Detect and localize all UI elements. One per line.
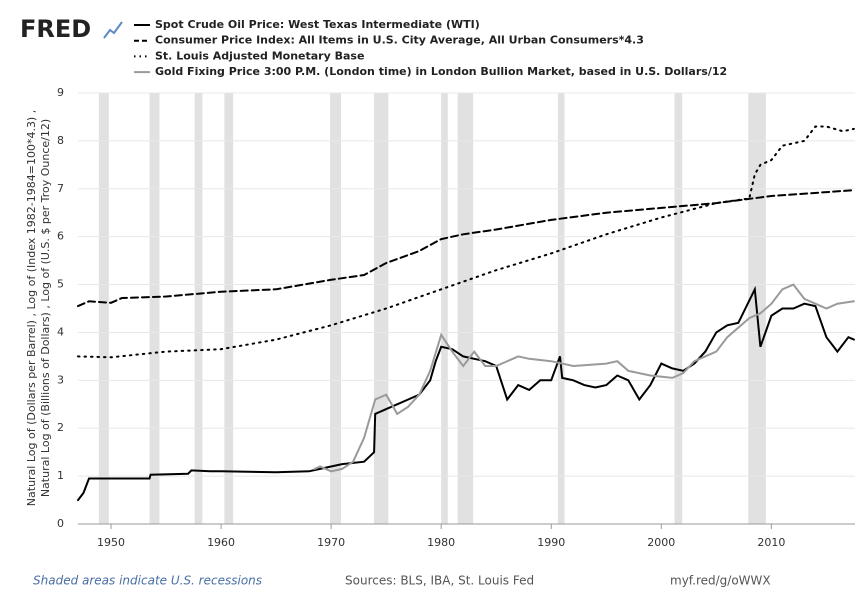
legend-label: Consumer Price Index: All Items in U.S. …: [155, 34, 644, 47]
y-tick-label: 2: [57, 421, 64, 434]
legend-label: St. Louis Adjusted Monetary Base: [155, 49, 364, 62]
series-line: [77, 189, 855, 308]
y-tick-label: 4: [57, 325, 64, 338]
recession-band: [557, 93, 565, 524]
recession-band: [374, 93, 389, 524]
x-tick-label: 1980: [427, 536, 455, 549]
y-tick-label: 0: [57, 517, 64, 530]
series-line: [77, 285, 855, 502]
logo-icon: [103, 21, 123, 39]
y-tick-label: 9: [57, 86, 64, 99]
x-tick-label: 2010: [757, 536, 785, 549]
y-tick-label: 5: [57, 278, 64, 291]
recession-band: [149, 93, 160, 524]
recession-band: [330, 93, 342, 524]
x-tick-label: 1960: [207, 536, 235, 549]
y-tick-label: 3: [57, 373, 64, 386]
logo: FRED: [20, 15, 91, 43]
recession-band: [674, 93, 683, 524]
y-tick-label: 7: [57, 182, 64, 195]
legend-label: Spot Crude Oil Price: West Texas Interme…: [155, 18, 480, 31]
recession-band: [457, 93, 474, 524]
series-line: [313, 283, 855, 473]
recession-note: Shaded areas indicate U.S. recessions: [33, 574, 262, 588]
x-tick-label: 2000: [647, 536, 675, 549]
legend-label: Gold Fixing Price 3:00 P.M. (London time…: [155, 65, 727, 78]
recession-band: [441, 93, 448, 524]
link[interactable]: myf.red/g/oWWX: [670, 574, 771, 588]
y-tick-label: 1: [57, 469, 64, 482]
recession-band: [224, 93, 234, 524]
y-axis-label: Natural Log of (Dollars per Barrel) , Lo…: [25, 110, 38, 506]
x-tick-label: 1950: [97, 536, 125, 549]
recession-band: [194, 93, 203, 524]
y-axis-label: Natural Log of (Billions of Dollars) , L…: [39, 119, 52, 497]
y-tick-label: 6: [57, 230, 64, 243]
y-tick-label: 8: [57, 134, 64, 147]
recession-band: [98, 93, 109, 524]
x-tick-label: 1990: [537, 536, 565, 549]
sources: Sources: BLS, IBA, St. Louis Fed: [345, 574, 534, 588]
series-line: [77, 125, 855, 359]
x-tick-label: 1970: [317, 536, 345, 549]
